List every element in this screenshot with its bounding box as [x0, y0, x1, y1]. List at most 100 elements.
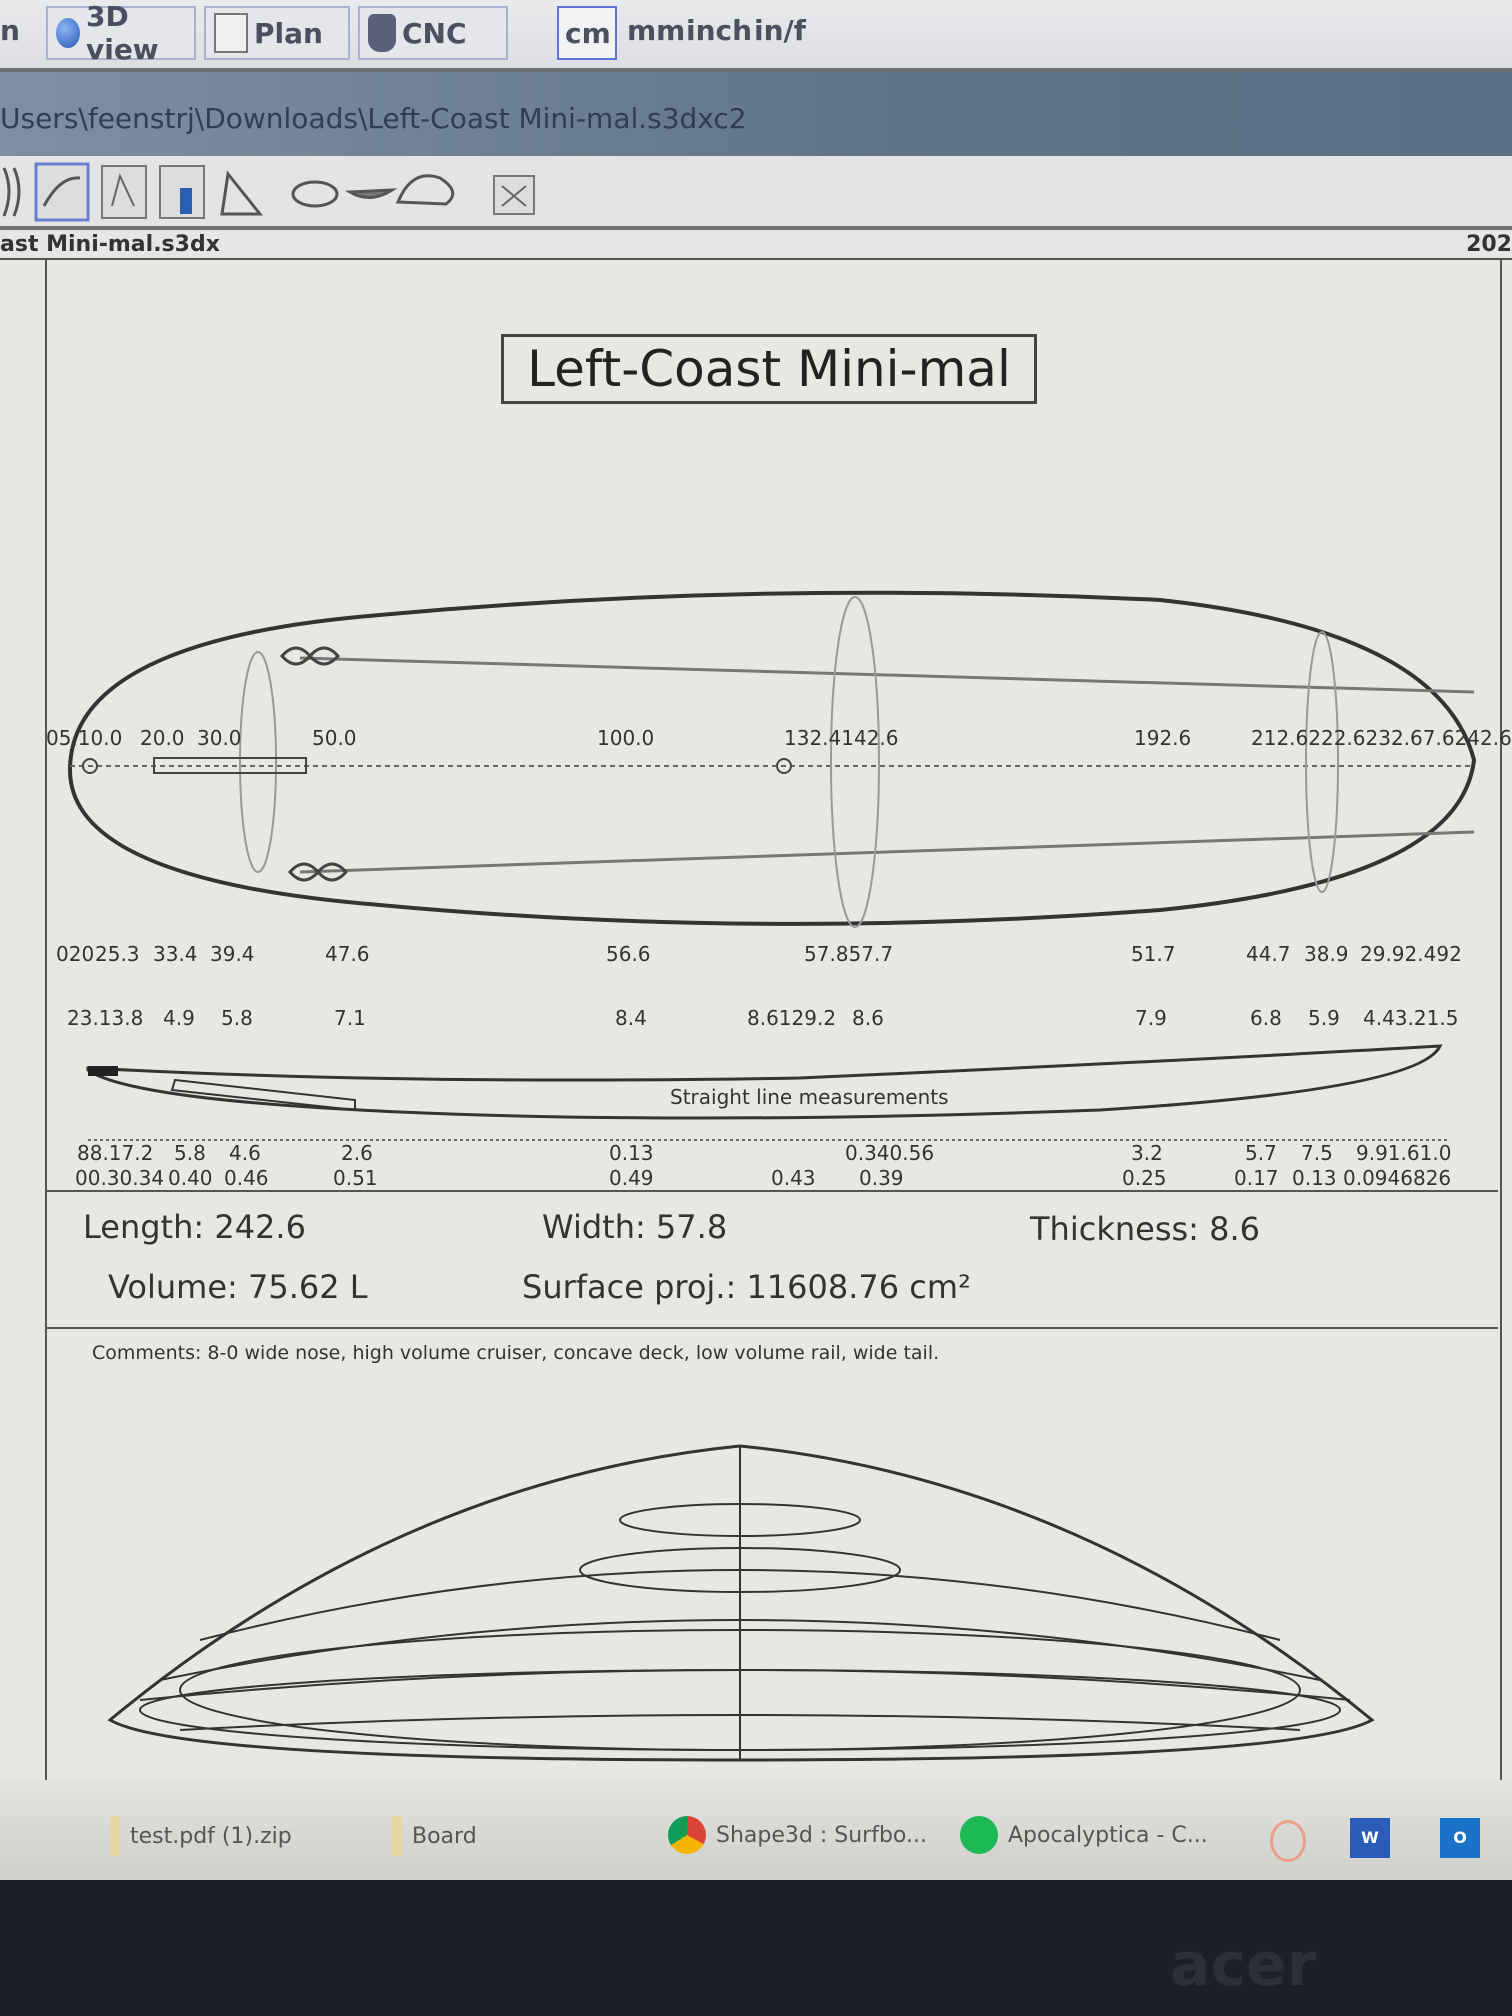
- profile-outline: [86, 1044, 1448, 1141]
- thickness-label: 5.9: [1308, 1006, 1340, 1030]
- monitor-bezel: acer: [0, 1880, 1512, 2016]
- profile-label: Straight line measurements: [670, 1085, 949, 1109]
- position-label: 132.4142.6: [784, 726, 899, 750]
- bottom-shape-icon[interactable]: [344, 188, 398, 199]
- rocker-ratio-label: 0.51: [333, 1166, 378, 1190]
- thickness-label: 7.9: [1135, 1006, 1167, 1030]
- 3d-view-button[interactable]: 3D view: [46, 0, 196, 66]
- cnc-icon: [368, 14, 396, 52]
- snipping-icon[interactable]: [1270, 1820, 1306, 1862]
- leash-plug: [82, 758, 98, 774]
- plan-outline: [67, 590, 1477, 928]
- unit-mm-button[interactable]: mm: [627, 14, 686, 47]
- surface-value: Surface proj.: 11608.76 cm²: [522, 1268, 971, 1306]
- profile-view-icon[interactable]: [101, 165, 147, 219]
- rocker-label: 0.340.56: [845, 1141, 935, 1165]
- plan-label: Plan: [254, 16, 323, 50]
- side-fin-top: [280, 646, 340, 666]
- plan-button[interactable]: Plan: [204, 6, 350, 60]
- thickness-label: 8.6129.2: [747, 1006, 837, 1030]
- position-label: 100.0: [597, 726, 655, 750]
- export-icon[interactable]: [493, 175, 535, 215]
- word-icon[interactable]: W: [1350, 1818, 1390, 1858]
- chrome-icon: [668, 1816, 706, 1854]
- rocker-ratio-label: 0.25: [1122, 1166, 1167, 1190]
- rocker-ratio-label: 00.30.34: [75, 1166, 165, 1190]
- board-outline-icon[interactable]: [2, 167, 21, 217]
- unit-inch-button[interactable]: inch: [686, 14, 753, 47]
- taskbar-item-chrome[interactable]: Shape3d : Surfbo...: [668, 1816, 927, 1854]
- position-label: 05.10.0: [46, 726, 123, 750]
- thickness-label: 5.8: [221, 1006, 253, 1030]
- comments: Comments: 8-0 wide nose, high volume cru…: [92, 1342, 940, 1364]
- taskbar-label: test.pdf (1).zip: [130, 1823, 292, 1849]
- document-tab[interactable]: ast Mini-mal.s3dx: [0, 232, 220, 257]
- rocker-label: 4.6: [229, 1141, 261, 1165]
- side-fin-bottom: [288, 862, 348, 882]
- center-mark: [776, 758, 792, 774]
- rocker-label: 7.5: [1301, 1141, 1333, 1165]
- partial-button-label[interactable]: n: [0, 14, 20, 47]
- deck-shape-icon[interactable]: [395, 174, 455, 206]
- unit-cm-button[interactable]: cm: [557, 6, 617, 60]
- folder-icon: [392, 1816, 402, 1856]
- 3d-wireframe-view: [107, 1444, 1375, 1762]
- thickness-label: 4.9: [163, 1006, 195, 1030]
- file-path: Users\feenstrj\Downloads\Left-Coast Mini…: [0, 102, 747, 135]
- position-label: 20.0: [140, 726, 185, 750]
- position-label: 50.0: [312, 726, 357, 750]
- rocker-label: 2.6: [341, 1141, 373, 1165]
- rocker-ratio-label: 0.0946826: [1343, 1166, 1452, 1190]
- rocker-label: 88.17.2: [77, 1141, 154, 1165]
- outlook-icon[interactable]: O: [1440, 1818, 1480, 1858]
- divider: [45, 1190, 1498, 1192]
- slice-view-icon[interactable]: [159, 165, 205, 219]
- fin-line-top: [299, 656, 1475, 694]
- position-label: 192.6: [1134, 726, 1192, 750]
- rocker-label: 5.7: [1245, 1141, 1277, 1165]
- position-label: 30.0: [197, 726, 242, 750]
- width-value: Width: 57.8: [542, 1208, 728, 1246]
- position-label: 212.6222.6232.67.6242.6: [1251, 726, 1512, 750]
- acer-logo: acer: [1170, 1930, 1317, 2000]
- sheet-frame: [45, 260, 1502, 1780]
- unit-inf-button[interactable]: in/f: [754, 14, 806, 47]
- thickness-label: 8.4: [615, 1006, 647, 1030]
- thickness-label: 8.6: [852, 1006, 884, 1030]
- rocker-ratio-label: 0.49: [609, 1166, 654, 1190]
- rocker-ratio-label: 0.17: [1234, 1166, 1279, 1190]
- thickness-label: 23.13.8: [67, 1006, 144, 1030]
- width-label: 25.3: [95, 942, 140, 966]
- width-label: 39.4: [210, 942, 255, 966]
- rocker-ratio-label: 0.46: [224, 1166, 269, 1190]
- taskbar-item-board[interactable]: Board: [392, 1816, 477, 1856]
- fin-box: [153, 757, 307, 774]
- volume-value: Volume: 75.62 L: [108, 1268, 368, 1306]
- thickness-value: Thickness: 8.6: [1030, 1210, 1260, 1248]
- taskbar-item-zip[interactable]: test.pdf (1).zip: [110, 1816, 292, 1856]
- rail-icon[interactable]: [220, 170, 264, 216]
- design-sheet: [0, 260, 1512, 1780]
- width-label: 38.9: [1304, 942, 1349, 966]
- cnc-button[interactable]: CNC: [358, 6, 508, 60]
- rocker-label: 3.2: [1131, 1141, 1163, 1165]
- width-label: 29.92.492: [1360, 942, 1462, 966]
- spotify-icon: [960, 1816, 998, 1854]
- plan-view-icon[interactable]: [34, 162, 90, 222]
- ellipse-icon[interactable]: [291, 180, 339, 208]
- thickness-label: 4.43.21.5: [1363, 1006, 1459, 1030]
- rocker-ratio-label: 0.43: [771, 1166, 816, 1190]
- width-label: 33.4: [153, 942, 198, 966]
- width-label: 47.6: [325, 942, 370, 966]
- icon-toolbar: [0, 156, 1512, 230]
- width-label: 44.7: [1246, 942, 1291, 966]
- taskbar-item-spotify[interactable]: Apocalyptica - C...: [960, 1816, 1208, 1854]
- taskbar-label: Shape3d : Surfbo...: [716, 1822, 927, 1848]
- rocker-label: 5.8: [174, 1141, 206, 1165]
- width-label: 57.857.7: [804, 942, 894, 966]
- divider: [45, 1327, 1498, 1329]
- length-value: Length: 242.6: [83, 1208, 306, 1246]
- folder-icon: [110, 1816, 120, 1856]
- thickness-label: 6.8: [1250, 1006, 1282, 1030]
- 3d-view-label: 3D view: [85, 0, 159, 66]
